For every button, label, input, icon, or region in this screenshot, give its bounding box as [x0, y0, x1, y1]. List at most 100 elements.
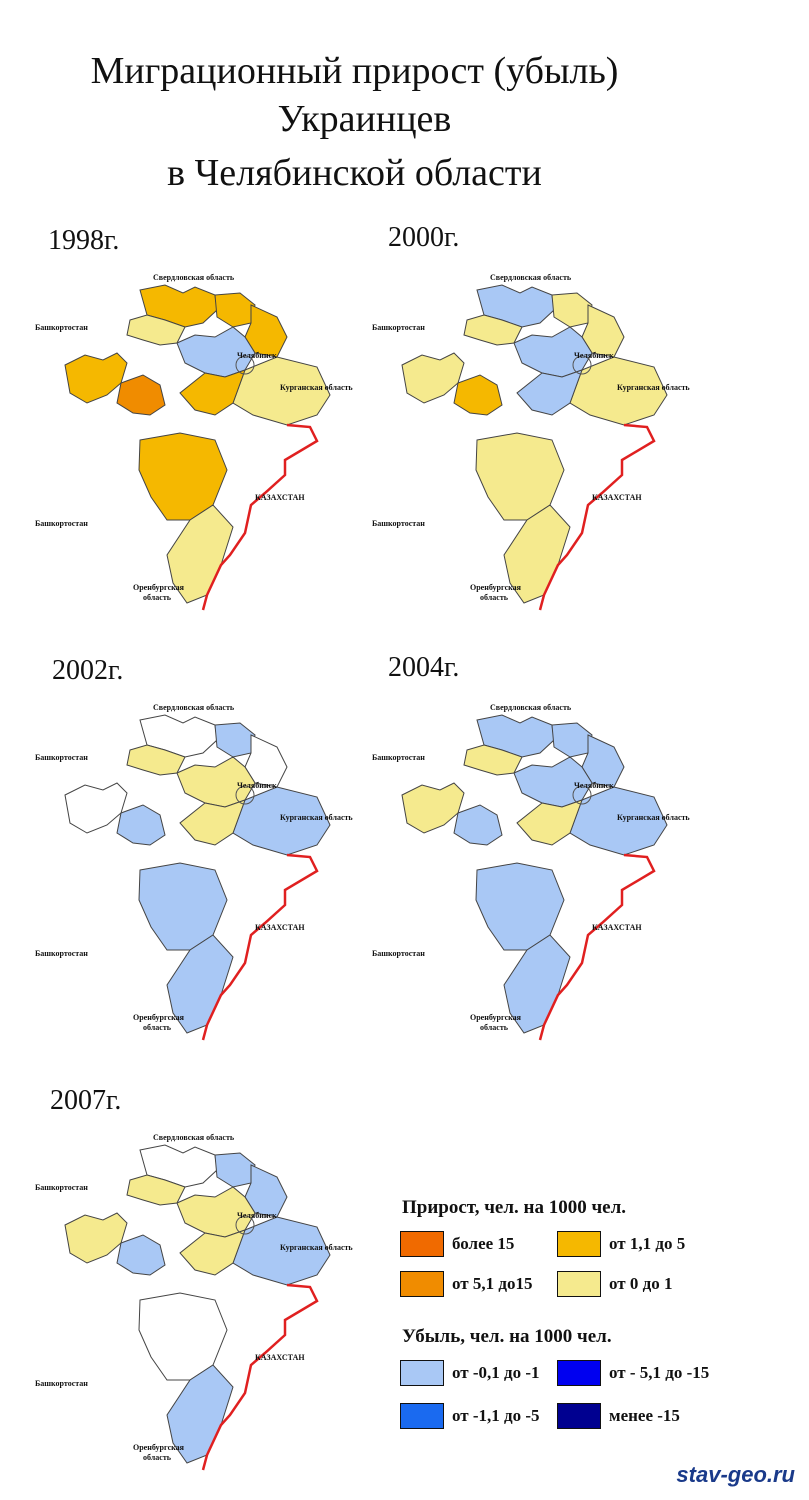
map-2000: Свердловская область Башкортостан Челябинс… — [372, 265, 692, 630]
region-3 — [244, 304, 288, 358]
kazakhstan-border — [201, 1283, 319, 1471]
region-map — [64, 284, 331, 611]
map-label-orenburg2: область — [143, 1023, 171, 1032]
region-2 — [551, 722, 593, 758]
legend-label: от 1,1 до 5 — [609, 1234, 686, 1253]
region-2 — [214, 1152, 256, 1188]
region-map — [401, 284, 668, 611]
legend-label: от -1,1 до -5 — [452, 1406, 540, 1425]
region-8 — [179, 1229, 246, 1276]
year-label-2004: 2004г. — [388, 652, 460, 683]
region-7 — [569, 356, 668, 426]
region-4 — [176, 1186, 256, 1238]
region-map — [401, 714, 668, 1041]
region-2 — [551, 292, 593, 328]
map-2002: Свердловская область Башкортостан Челябинс… — [35, 695, 355, 1060]
chelyabinsk-city-marker — [235, 785, 255, 805]
map-label-kurgan: Курганская область — [280, 383, 353, 392]
legend-swatch — [400, 1403, 444, 1429]
chelyabinsk-city-marker — [235, 355, 255, 375]
map-label-bashkortostan: Башкортостан — [35, 753, 88, 762]
map-label-sverdlovsk: Свердловская область — [153, 703, 235, 712]
region-map — [64, 714, 331, 1041]
region-3 — [581, 304, 625, 358]
map-label-orenburg1: Оренбургская — [133, 583, 184, 592]
map-label-bashkortostan: Башкортостан — [35, 949, 88, 958]
region-8 — [516, 369, 583, 416]
legend-swatch — [557, 1271, 601, 1297]
map-label-orenburg2: область — [143, 593, 171, 602]
map-label-kurgan: Курганская область — [617, 383, 690, 392]
map-label-orenburg1: Оренбургская — [133, 1443, 184, 1452]
region-7 — [569, 786, 668, 856]
region-4 — [176, 326, 256, 378]
map-label-sverdlovsk: Свердловская область — [490, 703, 572, 712]
map-label-chelyabinsk: Челябинск — [574, 351, 614, 360]
region-3 — [244, 1164, 288, 1218]
legend-item-1-5: от 1,1 до 5 — [557, 1231, 685, 1257]
map-label-orenburg1: Оренбургская — [470, 583, 521, 592]
year-label-2000: 2000г. — [388, 222, 460, 253]
map-label-orenburg2: область — [480, 593, 508, 602]
region-5 — [64, 782, 128, 834]
kazakhstan-border — [201, 423, 319, 611]
map-label-kurgan: Курганская область — [617, 813, 690, 822]
map-2007: Свердловская область Башкортостан Челябинс… — [35, 1125, 355, 1490]
legend-swatch — [400, 1360, 444, 1386]
legend-swatch — [557, 1231, 601, 1257]
site-link[interactable]: stav-geo.ru — [676, 1462, 795, 1487]
map-label-orenburg2: область — [143, 1453, 171, 1462]
map-label-bashkortostan: Башкортостан — [35, 1183, 88, 1192]
title-line-2: Украинцев — [277, 98, 452, 140]
region-5 — [401, 352, 465, 404]
title-line-1: Миграционный прирост (убыль) — [90, 50, 619, 92]
map-label-orenburg1: Оренбургская — [133, 1013, 184, 1022]
legend-label: менее -15 — [609, 1406, 680, 1425]
region-map — [64, 1144, 331, 1471]
map-label-kazakhstan: КАЗАХСТАН — [255, 493, 305, 502]
map-label-kazakhstan: КАЗАХСТАН — [255, 1353, 305, 1362]
legend-growth-title: Прирост, чел. на 1000 чел. — [402, 1197, 627, 1218]
map-label-sverdlovsk: Свердловская область — [153, 1133, 235, 1142]
region-3 — [581, 734, 625, 788]
legend-item-minus-1-5: от -1,1 до -5 — [400, 1403, 540, 1429]
map-2004: Свердловская область Башкортостан Челябинс… — [372, 695, 692, 1060]
map-label-bashkortostan: Башкортостан — [35, 1379, 88, 1388]
map-label-chelyabinsk: Челябинск — [237, 781, 277, 790]
year-label-1998: 1998г. — [48, 225, 120, 256]
legend-swatch — [557, 1403, 601, 1429]
map-label-kurgan: Курганская область — [280, 1243, 353, 1252]
legend-item-over-15: более 15 — [400, 1231, 514, 1257]
region-6 — [116, 804, 166, 846]
map-label-kurgan: Курганская область — [280, 813, 353, 822]
region-5 — [401, 782, 465, 834]
legend-label: от - 5,1 до -15 — [609, 1363, 710, 1382]
chelyabinsk-city-marker — [235, 1215, 255, 1235]
region-4 — [513, 326, 593, 378]
map-label-bashkortostan: Башкортостан — [372, 949, 425, 958]
year-label-2002: 2002г. — [52, 655, 124, 686]
kazakhstan-border — [538, 423, 656, 611]
map-label-kazakhstan: КАЗАХСТАН — [592, 923, 642, 932]
map-label-orenburg2: область — [480, 1023, 508, 1032]
region-6 — [453, 374, 503, 416]
legend-label: от 0 до 1 — [609, 1274, 673, 1293]
legend-swatch — [400, 1271, 444, 1297]
title-line-3: в Челябинской области — [167, 152, 542, 194]
map-1998: Свердловская область Башкортостан Челябинс… — [35, 265, 355, 630]
kazakhstan-border — [538, 853, 656, 1041]
legend-item-minus-5-15: от - 5,1 до -15 — [557, 1360, 709, 1386]
region-8 — [516, 799, 583, 846]
legend-item-0-1: от 0 до 1 — [557, 1271, 672, 1297]
region-7 — [232, 786, 331, 856]
legend-swatch — [557, 1360, 601, 1386]
legend-label: от 5,1 до15 — [452, 1274, 533, 1293]
legend-label: более 15 — [452, 1234, 515, 1253]
chelyabinsk-city-marker — [572, 785, 592, 805]
map-label-kazakhstan: КАЗАХСТАН — [592, 493, 642, 502]
region-4 — [176, 756, 256, 808]
legend-label: от -0,1 до -1 — [452, 1363, 540, 1382]
region-6 — [453, 804, 503, 846]
region-5 — [64, 352, 128, 404]
map-label-sverdlovsk: Свердловская область — [153, 273, 235, 282]
